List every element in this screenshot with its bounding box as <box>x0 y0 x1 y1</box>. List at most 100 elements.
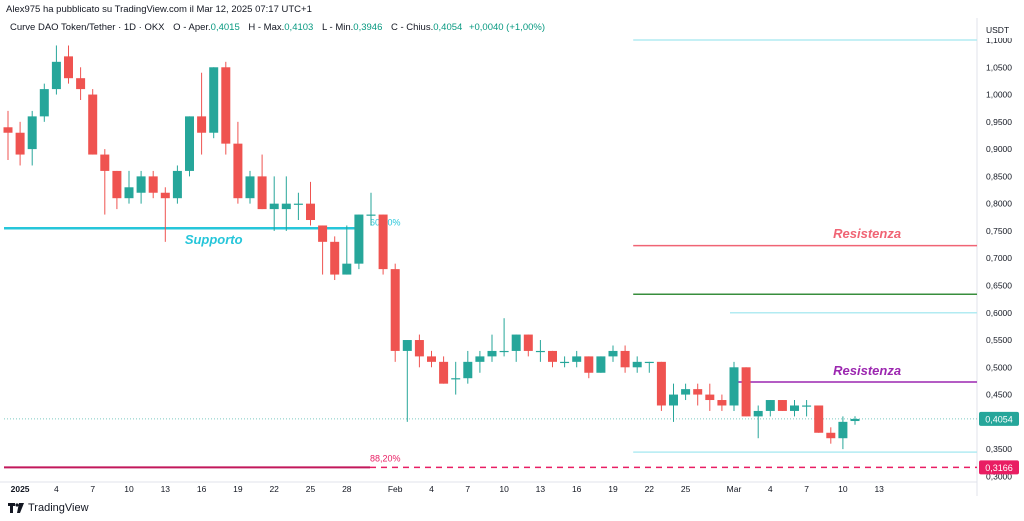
candle <box>148 170 158 199</box>
candle-body <box>487 350 497 357</box>
candle-body <box>620 350 630 368</box>
x-tick-label: 7 <box>804 484 809 494</box>
candle <box>572 350 582 368</box>
candle-body <box>269 203 279 210</box>
candle <box>608 345 618 362</box>
candle <box>838 416 848 450</box>
candle-body <box>354 214 364 264</box>
tradingview-logo-icon <box>8 503 24 513</box>
open-value: 0,4015 <box>210 22 240 33</box>
candle-body <box>257 176 267 210</box>
candle-body <box>644 361 654 364</box>
candle <box>826 427 836 444</box>
candle <box>366 192 376 226</box>
candle-body <box>523 334 533 351</box>
candle-body <box>402 340 412 351</box>
candle-body <box>717 400 727 406</box>
candle-body <box>681 389 691 395</box>
x-tick-label: 13 <box>161 484 171 494</box>
candle <box>693 383 703 406</box>
y-tick-label: 0,5000 <box>986 362 1012 372</box>
candle-body <box>245 176 255 199</box>
x-tick-label: 25 <box>681 484 691 494</box>
x-tick-label: 19 <box>608 484 618 494</box>
candle <box>354 214 364 270</box>
candle-body <box>185 116 194 171</box>
candle <box>850 416 860 425</box>
candle-body <box>511 334 521 351</box>
candle <box>136 170 146 204</box>
candle <box>560 356 570 368</box>
y-tick-label: 0,8500 <box>986 171 1012 181</box>
candle-body <box>548 350 557 362</box>
candle <box>257 154 267 210</box>
y-tick-label: 0,7500 <box>986 226 1012 236</box>
candle <box>523 334 533 357</box>
candle <box>233 121 243 204</box>
candle <box>88 89 98 155</box>
candle-body <box>3 127 13 133</box>
support-label: Supporto <box>185 232 243 247</box>
candle <box>390 263 400 362</box>
candle <box>293 192 303 221</box>
candle-body <box>572 356 582 362</box>
candle <box>535 340 545 362</box>
candle <box>185 116 194 177</box>
change-value: +0,0040 (+1,00%) <box>468 22 545 33</box>
candle-body <box>475 356 485 362</box>
candle <box>209 67 219 139</box>
resist-red-label: Resistenza <box>833 226 901 241</box>
candle-body <box>88 94 98 155</box>
candle-body <box>753 410 763 417</box>
candle-body <box>777 400 787 411</box>
symbol-ohlc-bar: Curve DAO Token/Tether · 1D · OKX O - Ap… <box>10 22 545 33</box>
currency-label: USDT <box>986 25 1009 35</box>
y-tick-label: 1,1000 <box>986 35 1012 45</box>
candle-body <box>414 340 424 357</box>
x-tick-label: 16 <box>572 484 582 494</box>
x-tick-label: 4 <box>429 484 434 494</box>
candle <box>221 61 231 155</box>
candle <box>475 350 485 373</box>
candle <box>439 356 449 384</box>
candle <box>681 383 691 401</box>
candle-body <box>306 203 315 221</box>
y-tick-label: 0,3500 <box>986 444 1012 454</box>
candle-body <box>535 350 545 353</box>
candle <box>463 350 473 384</box>
candle <box>790 400 799 417</box>
candle <box>402 340 412 422</box>
candle <box>64 45 73 84</box>
candle-body <box>51 61 61 90</box>
candle-body <box>112 170 122 199</box>
candle <box>39 83 49 122</box>
candle <box>197 72 207 155</box>
open-label: O - Aper. <box>173 22 211 33</box>
x-tick-label: 7 <box>90 484 95 494</box>
candle <box>245 170 255 204</box>
candle-body <box>802 405 812 407</box>
candle <box>100 149 110 215</box>
dashed-price-badge-text: 0,3166 <box>985 463 1013 473</box>
candle <box>306 181 315 226</box>
candle-body <box>693 389 703 395</box>
candle-body <box>318 225 328 242</box>
candle-body <box>790 405 799 411</box>
x-tick-label: 13 <box>536 484 546 494</box>
candle-body <box>741 367 751 417</box>
candle <box>3 110 13 161</box>
close-value: 0,4054 <box>433 22 463 33</box>
candle <box>487 334 497 362</box>
candle-body <box>124 187 134 199</box>
candle-body <box>64 56 73 79</box>
x-tick-label: 4 <box>54 484 59 494</box>
x-tick-label: 10 <box>838 484 848 494</box>
candle <box>753 405 763 439</box>
candle <box>378 214 388 275</box>
x-tick-label: 7 <box>465 484 470 494</box>
candle-body <box>499 350 509 353</box>
candle <box>51 45 61 95</box>
y-tick-label: 0,9000 <box>986 144 1012 154</box>
low-value: 0,3946 <box>353 22 383 33</box>
